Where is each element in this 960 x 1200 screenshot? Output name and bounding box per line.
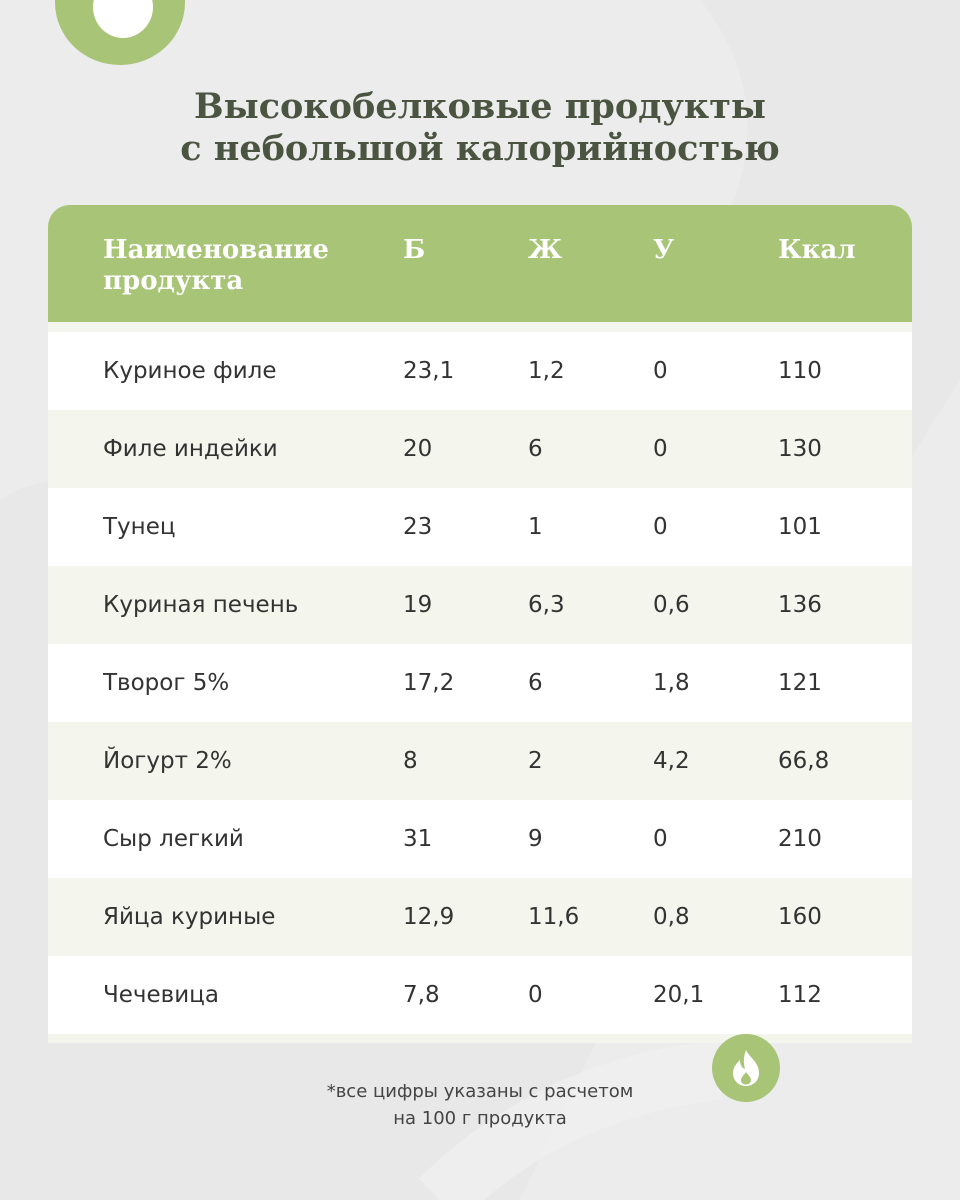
cell-carbs: 4,2 bbox=[653, 748, 690, 774]
cell-kcal: 121 bbox=[778, 670, 822, 696]
cell-protein: 12,9 bbox=[403, 904, 455, 930]
footnote-line-2: на 100 г продукта bbox=[393, 1108, 567, 1129]
header-protein: Б bbox=[403, 235, 426, 265]
cell-carbs: 20,1 bbox=[653, 982, 705, 1008]
table-row: Творог 5% 17,2 6 1,8 121 bbox=[48, 644, 912, 722]
table-row: Куриная печень 19 6,3 0,6 136 bbox=[48, 566, 912, 644]
cell-product-name: Йогурт 2% bbox=[103, 748, 232, 774]
table-row: Чечевица 7,8 0 20,1 112 bbox=[48, 956, 912, 1034]
fire-badge bbox=[712, 1034, 780, 1102]
cell-kcal: 136 bbox=[778, 592, 822, 618]
cell-protein: 8 bbox=[403, 748, 418, 774]
cell-product-name: Филе индейки bbox=[103, 436, 278, 462]
cell-kcal: 101 bbox=[778, 514, 822, 540]
cell-protein: 23,1 bbox=[403, 358, 455, 384]
cell-product-name: Куриное филе bbox=[103, 358, 277, 384]
cell-carbs: 0 bbox=[653, 436, 668, 462]
cell-carbs: 0 bbox=[653, 358, 668, 384]
nutrition-table: Наименование продукта Б Ж У Ккал Куриное… bbox=[48, 205, 912, 1043]
cell-protein: 7,8 bbox=[403, 982, 440, 1008]
table-header: Наименование продукта Б Ж У Ккал bbox=[48, 205, 912, 322]
cell-fat: 6,3 bbox=[528, 592, 565, 618]
cell-product-name: Сыр легкий bbox=[103, 826, 244, 852]
table-row: Куриное филе 23,1 1,2 0 110 bbox=[48, 332, 912, 410]
cell-product-name: Куриная печень bbox=[103, 592, 299, 618]
cell-protein: 23 bbox=[403, 514, 433, 540]
title-line-1: Высокобелковые продукты bbox=[194, 86, 766, 127]
table-row: Филе индейки 20 6 0 130 bbox=[48, 410, 912, 488]
cell-carbs: 1,8 bbox=[653, 670, 690, 696]
cell-product-name: Творог 5% bbox=[103, 670, 230, 696]
cell-carbs: 0 bbox=[653, 826, 668, 852]
header-fat: Ж bbox=[528, 235, 563, 265]
cell-carbs: 0 bbox=[653, 514, 668, 540]
title-line-2: с небольшой калорийностью bbox=[180, 128, 780, 169]
cell-protein: 17,2 bbox=[403, 670, 455, 696]
cell-fat: 9 bbox=[528, 826, 543, 852]
cell-fat: 6 bbox=[528, 670, 543, 696]
header-product-name: Наименование продукта bbox=[103, 235, 329, 297]
cell-kcal: 210 bbox=[778, 826, 822, 852]
cell-kcal: 130 bbox=[778, 436, 822, 462]
table-body: Куриное филе 23,1 1,2 0 110 Филе индейки… bbox=[48, 322, 912, 1043]
cell-carbs: 0,6 bbox=[653, 592, 690, 618]
cell-product-name: Тунец bbox=[103, 514, 176, 540]
cell-kcal: 160 bbox=[778, 904, 822, 930]
footnote: *все цифры указаны с расчетом на 100 г п… bbox=[280, 1078, 680, 1132]
header-carbs: У bbox=[653, 235, 675, 265]
header-product-name-line-2: продукта bbox=[103, 266, 244, 296]
cell-protein: 31 bbox=[403, 826, 433, 852]
cell-kcal: 112 bbox=[778, 982, 822, 1008]
cell-carbs: 0,8 bbox=[653, 904, 690, 930]
footnote-line-1: *все цифры указаны с расчетом bbox=[326, 1081, 634, 1102]
cell-fat: 2 bbox=[528, 748, 543, 774]
fire-icon bbox=[733, 1050, 759, 1086]
table-row: Сыр легкий 31 9 0 210 bbox=[48, 800, 912, 878]
logo-badge-inner bbox=[93, 0, 153, 38]
cell-kcal: 66,8 bbox=[778, 748, 830, 774]
cell-fat: 1,2 bbox=[528, 358, 565, 384]
header-product-name-line-1: Наименование bbox=[103, 235, 329, 265]
table-row: Йогурт 2% 8 2 4,2 66,8 bbox=[48, 722, 912, 800]
cell-fat: 6 bbox=[528, 436, 543, 462]
header-kcal: Ккал bbox=[778, 235, 856, 265]
logo-badge-icon bbox=[55, 0, 185, 65]
table-row: Тунец 23 1 0 101 bbox=[48, 488, 912, 566]
cell-protein: 20 bbox=[403, 436, 433, 462]
page-title: Высокобелковые продукты с небольшой кало… bbox=[0, 86, 960, 170]
cell-product-name: Чечевица bbox=[103, 982, 219, 1008]
cell-product-name: Яйца куриные bbox=[103, 904, 276, 930]
cell-fat: 1 bbox=[528, 514, 543, 540]
table-row: Яйца куриные 12,9 11,6 0,8 160 bbox=[48, 878, 912, 956]
cell-fat: 11,6 bbox=[528, 904, 580, 930]
cell-fat: 0 bbox=[528, 982, 543, 1008]
cell-kcal: 110 bbox=[778, 358, 822, 384]
cell-protein: 19 bbox=[403, 592, 433, 618]
